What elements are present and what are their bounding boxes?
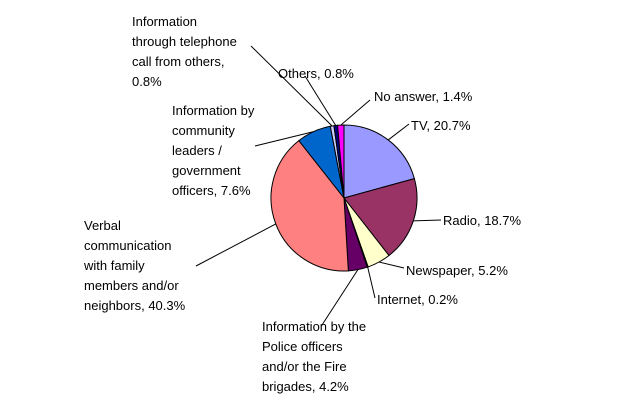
data-label-6-line-3: government <box>172 163 241 178</box>
data-label-5-line-0: Verbal <box>84 218 121 233</box>
leader-line-2 <box>378 261 405 269</box>
data-label-8-line-0: Others, 0.8% <box>278 66 354 81</box>
data-label-6-line-1: community <box>172 123 235 138</box>
data-label-8: Others, 0.8% <box>278 66 354 81</box>
data-label-0: TV, 20.7% <box>411 118 471 133</box>
pie-slice-1 <box>343 177 418 257</box>
data-label-2: Newspaper, 5.2% <box>406 263 508 278</box>
data-label-0-line-0: TV, 20.7% <box>411 118 471 133</box>
data-label-3-line-0: Internet, 0.2% <box>377 292 458 307</box>
leader-line-0 <box>387 123 410 141</box>
data-label-5: Verbal communication with family members an… <box>83 218 186 313</box>
leader-lines-layer <box>195 45 442 326</box>
data-label-4-line-1: Police officers <box>262 339 343 354</box>
data-label-3: Internet, 0.2% <box>377 292 458 307</box>
data-label-4-line-3: brigades, 4.2% <box>262 379 349 394</box>
data-label-7-line-3: 0.8% <box>132 74 162 89</box>
data-label-7: Information through telephone call from ot… <box>132 14 237 89</box>
data-label-7-line-2: call from others, <box>132 54 224 69</box>
data-label-4-line-0: Information by the <box>262 319 366 334</box>
pie-slice-5 <box>270 139 349 272</box>
data-label-6-line-2: leaders / <box>172 143 222 158</box>
data-label-6-line-4: officers, 7.6% <box>172 183 251 198</box>
leader-line-7 <box>250 45 333 127</box>
leader-line-5 <box>195 223 276 267</box>
leader-line-1 <box>413 219 442 222</box>
data-label-1-line-0: Radio, 18.7% <box>443 213 521 228</box>
data-label-4: Information by the Police officers and/or … <box>262 319 366 394</box>
leader-line-8 <box>304 75 337 126</box>
data-label-2-line-0: Newspaper, 5.2% <box>406 263 508 278</box>
data-label-7-line-1: through telephone <box>132 34 237 49</box>
data-label-4-line-2: and/or the Fire <box>262 359 347 374</box>
data-label-1: Radio, 18.7% <box>443 213 521 228</box>
data-label-6-line-0: Information by <box>172 103 255 118</box>
data-label-9-line-0: No answer, 1.4% <box>374 89 473 104</box>
leader-line-6 <box>254 131 314 147</box>
data-label-5-line-2: with family <box>83 258 145 273</box>
data-label-5-line-4: neighbors, 40.3% <box>84 298 186 313</box>
leader-line-3 <box>367 266 376 299</box>
data-labels-layer: TV, 20.7% Radio, 18.7% Newspaper, 5.2% Inte… <box>83 14 521 394</box>
leader-line-4 <box>321 269 359 326</box>
data-label-5-line-3: members and/or <box>84 278 179 293</box>
slices-layer <box>270 124 418 272</box>
data-label-9: No answer, 1.4% <box>374 89 473 104</box>
data-label-7-line-0: Information <box>132 14 197 29</box>
pie-slice-9 <box>337 124 345 199</box>
leader-line-9 <box>340 99 371 126</box>
data-label-6: Information by community leaders / governme… <box>172 103 255 198</box>
data-label-5-line-1: communication <box>84 238 171 253</box>
